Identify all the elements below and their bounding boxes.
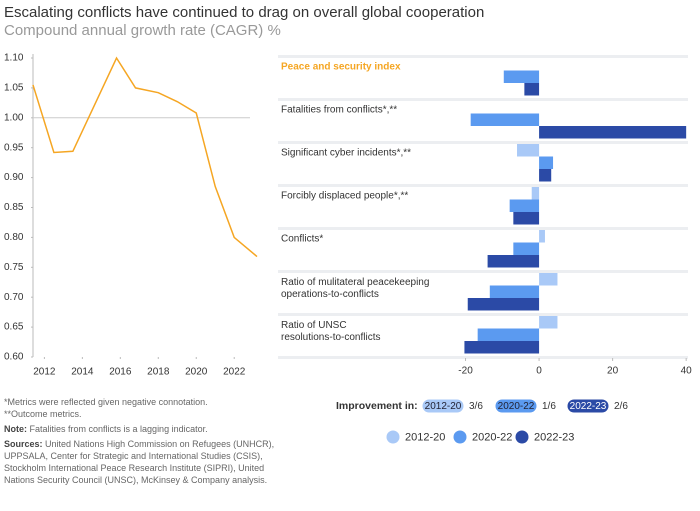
bar [487,255,540,268]
y-tick-label: 0.60 [4,352,24,363]
x-tick-label: 20 [607,366,619,377]
y-tick-label: 0.70 [4,292,24,303]
legend-label: 2020-22 [472,431,512,443]
improvement-period: 2012-20 [425,401,462,412]
legend-label: 2012-20 [405,431,445,443]
band [278,187,688,227]
improvement-score: 3/6 [469,401,483,412]
y-tick-label: 0.95 [4,142,24,153]
y-tick-label: 0.65 [4,322,24,333]
improvement-period: 2022-23 [570,401,607,412]
y-tick-label: 0.85 [4,202,24,213]
bar [539,273,558,286]
bar [539,169,552,182]
bar [467,298,540,311]
note-metrics: *Metrics were reflected given negative c… [4,397,208,407]
band [278,58,688,98]
category-label: Peace and security index [281,62,401,73]
x-tick-label: 0 [536,366,542,377]
x-tick-label: 2012 [33,367,56,378]
y-tick-label: 1.05 [4,83,24,94]
sources-text: United Nations High Commission on Refuge… [4,439,275,485]
improvement-pill [494,398,538,414]
x-tick-label: 40 [681,366,693,377]
note-text: Fatalities from conflicts is a lagging i… [29,424,208,434]
line [32,56,258,258]
category-label: Ratio of UNSC resolutions-to-conflicts [281,320,380,343]
legend-label: 2022-23 [534,431,574,443]
bar [509,199,540,212]
band [278,230,688,270]
x-tick-label: 2020 [185,367,208,378]
category-label: Significant cyber incidents*,** [281,148,411,159]
bar [464,341,540,354]
bar [470,113,540,126]
x-tick-label: 2018 [147,367,170,378]
legend-swatch [515,430,529,444]
improvement-label: Improvement in: [336,400,418,412]
legend-swatch [453,430,467,444]
bar [477,328,540,341]
note-label: Note: [4,424,27,434]
bar [531,187,540,200]
sources: Sources: United Nations High Commission … [4,438,276,486]
bar [539,230,545,243]
improvement-period: 2020-22 [498,401,535,412]
bar [503,70,540,83]
subtitle: Compound annual growth rate (CAGR) % [4,22,281,39]
y-tick-label: 1.00 [4,112,24,123]
bar [489,285,540,298]
category-label: Forcibly displaced people*,** [281,191,408,202]
bar [539,156,554,169]
legend-swatch [386,430,400,444]
sources-label: Sources: [4,439,43,449]
title: Escalating conflicts have continued to d… [4,4,484,21]
note-outcome: **Outcome metrics. [4,409,82,419]
note: Note: Fatalities from conflicts is a lag… [4,423,276,435]
y-tick-label: 0.75 [4,262,24,273]
x-tick-label: 2016 [109,367,132,378]
bar [539,126,687,139]
y-tick-label: 1.10 [4,53,24,64]
bar [517,144,540,157]
x-tick-label: 2022 [223,367,246,378]
bar [513,212,540,225]
bar [524,83,540,96]
notes: *Metrics were reflected given negative c… [4,396,276,489]
improvement-pill [421,398,465,414]
improvement-score: 1/6 [542,401,556,412]
y-tick-label: 0.80 [4,232,24,243]
improvement-score: 2/6 [614,401,628,412]
x-tick-label: 2014 [71,367,94,378]
y-tick-label: 0.90 [4,172,24,183]
category-label: Fatalities from conflicts*,** [281,105,397,116]
improvement-pill [566,398,610,414]
band [278,144,688,184]
x-tick-label: -20 [458,366,473,377]
bar [539,316,558,329]
category-label: Ratio of mulitateral peacekeeping operati… [281,277,429,300]
category-label: Conflicts* [281,234,323,245]
bar [513,242,540,255]
